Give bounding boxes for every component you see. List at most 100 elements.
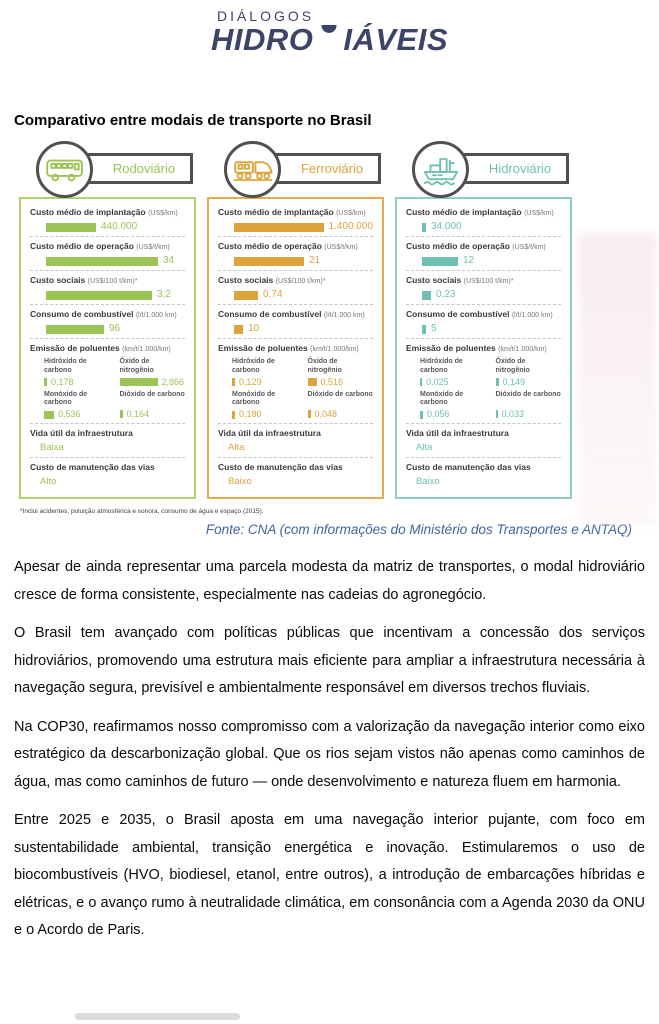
emission-value: 0,180	[239, 409, 262, 419]
emission-bar	[420, 378, 422, 386]
emission-bar-row: 0,025	[420, 376, 486, 387]
emission-bar-row: 0,164	[119, 408, 186, 419]
emission-hidroxido-carbono: Hidróxido de carbono 0,178	[44, 358, 110, 387]
metric-label-text: Custo médio de operação	[406, 241, 510, 251]
divider	[30, 423, 185, 424]
emission-name: Monóxido de carbono	[44, 390, 88, 407]
emission-dioxido-carbono: Dióxido de carbono 0,033	[495, 390, 562, 420]
metric-bar-row: 12	[422, 256, 561, 266]
emission-name: Dióxido de carbono	[119, 390, 185, 398]
metric-implantacao: Custo médio de implantação (US$/km) 1.400…	[218, 207, 373, 232]
emission-oxido-nitrogenio: Óxido de nitrogênio 2,866	[119, 358, 186, 387]
metric-bar	[422, 324, 426, 334]
emission-value: 0,516	[320, 376, 344, 387]
emission-hidroxido-carbono: Hidróxido de carbono 0,129	[232, 358, 298, 387]
attribute-label-manutencao: Custo de manutenção das vias	[406, 462, 531, 472]
emission-hidroxido-carbono: Hidróxido de carbono 0,025	[420, 358, 486, 387]
emissions-grid: Hidróxido de carbono 0,129 Óxido de nitrog…	[232, 358, 373, 419]
emission-name: Óxido de nitrogênio	[495, 358, 530, 374]
dialogos-hidroviaveis-logo: DIÁLOGOS HIDRO IÁVEIS	[211, 8, 448, 55]
cards-row: Rodoviário Custo médio de implantação (US…	[19, 141, 659, 499]
metric-label: Custo médio de implantação (US$/km)	[30, 207, 185, 219]
attribute-value-vida-util: Baixa	[40, 442, 64, 453]
emission-bar-row: 0,149	[495, 376, 562, 387]
page-title: Comparativo entre modais de transporte n…	[14, 112, 372, 129]
metric-unit: (US$/t/km)	[324, 244, 358, 251]
metric-combustivel: Consumo de combustível (l/t/1.000 km) 10	[218, 309, 373, 334]
attribute-value-vida-util: Alta	[228, 442, 245, 453]
divider	[406, 423, 561, 424]
metric-bar-row: 34.000	[422, 222, 561, 232]
emission-name: Dióxido de carbono	[307, 390, 373, 398]
emission-name: Hidróxido de carbono	[232, 358, 275, 374]
attribute-label-vida-util: Vida útil da infraestrutura	[218, 428, 321, 438]
attribute-value-manutencao: Baixo	[416, 476, 440, 487]
emission-monoxido-carbono: Monóxido de carbono 0,056	[420, 391, 486, 420]
emission-bar	[44, 378, 47, 386]
emission-name: Monóxido de carbono	[232, 390, 276, 407]
metric-value: 34	[163, 255, 175, 266]
divider	[30, 236, 185, 237]
metric-bar	[234, 222, 324, 232]
emission-monoxido-carbono: Monóxido de carbono 0,180	[232, 391, 298, 420]
train-icon	[224, 141, 281, 198]
attribute-value-vida-util: Alta	[416, 442, 433, 453]
emission-bar-row: 0,048	[307, 409, 374, 419]
metric-bar-row: 440.000	[46, 222, 185, 232]
metric-implantacao: Custo médio de implantação (US$/km) 440.0…	[30, 207, 185, 232]
emissions-unit: (km/t/1.000/km)	[498, 346, 547, 353]
metric-bar-row: 10	[234, 324, 373, 334]
metric-label: Custo médio de operação (US$/t/km)	[218, 241, 373, 253]
emission-name: Óxido de nitrogênio	[307, 358, 342, 374]
emission-value: 0,129	[239, 376, 262, 387]
emissions-grid: Hidróxido de carbono 0,178 Óxido de nitrog…	[44, 358, 185, 419]
metric-bar	[422, 256, 458, 266]
attribute-value-manutencao: Baixo	[228, 476, 252, 487]
divider	[406, 338, 561, 339]
metric-bar-row: 5	[422, 324, 561, 334]
triangle-v-icon	[314, 25, 343, 52]
modal-card-ferroviario: Ferroviário Custo médio de implantação (U…	[207, 141, 384, 499]
emission-bar	[307, 410, 311, 418]
metric-bar-row: 34	[46, 256, 185, 266]
metric-unit: (l/t/1.000 km)	[323, 312, 365, 319]
emission-value: 0,164	[126, 408, 150, 419]
card-header-hidroviario: Hidroviário	[397, 141, 570, 203]
metric-value: 440.000	[101, 221, 138, 232]
metric-unit: (US$/km)	[148, 210, 178, 217]
metric-unit: (US$/100 t/km)*	[87, 278, 138, 285]
metric-label: Custo sociais (US$/100 t/km)*	[30, 275, 185, 287]
metric-label: Consumo de combustível (l/t/1.000 km)	[30, 309, 185, 321]
divider	[30, 338, 185, 339]
emission-name: Dióxido de carbono	[495, 390, 561, 398]
emission-bar	[232, 378, 235, 386]
infographic-footnote: *Inclui acidentes, poluição atmosférica …	[20, 508, 264, 515]
emission-bar-row: 0,516	[307, 376, 374, 387]
emission-bar	[44, 410, 54, 419]
triangle-notch	[321, 25, 337, 33]
emission-value: 0,149	[502, 376, 526, 387]
ship-icon	[412, 141, 469, 198]
metric-label: Consumo de combustível (l/t/1.000 km)	[218, 309, 373, 321]
emissions-label-text: Emissão de poluentes	[30, 343, 120, 353]
metric-bar-row: 21	[234, 256, 373, 266]
emission-value: 0,025	[426, 376, 449, 387]
metric-bar-row: 3,2	[46, 290, 185, 300]
metric-bar-row: 1.400.000	[234, 222, 373, 232]
divider	[218, 457, 373, 458]
metric-label: Custo médio de implantação (US$/km)	[218, 207, 373, 219]
metric-sociais: Custo sociais (US$/100 t/km)* 0,23	[406, 275, 561, 300]
emission-name: Hidróxido de carbono	[420, 358, 463, 374]
metric-unit: (US$/t/km)	[512, 244, 546, 251]
metric-value: 96	[109, 323, 121, 334]
metric-implantacao: Custo médio de implantação (US$/km) 34.00…	[406, 207, 561, 232]
emission-value: 0,056	[427, 409, 450, 419]
article-body: Apesar de ainda representar uma parcela …	[14, 554, 645, 945]
divider	[218, 236, 373, 237]
metric-unit: (l/t/1.000 km)	[135, 312, 177, 319]
paragraph-2: O Brasil tem avançado com políticas públ…	[14, 625, 645, 696]
metric-bar	[234, 324, 243, 334]
attribute-label-manutencao: Custo de manutenção das vias	[218, 462, 343, 472]
metric-unit: (US$/km)	[336, 210, 366, 217]
divider	[30, 304, 185, 305]
